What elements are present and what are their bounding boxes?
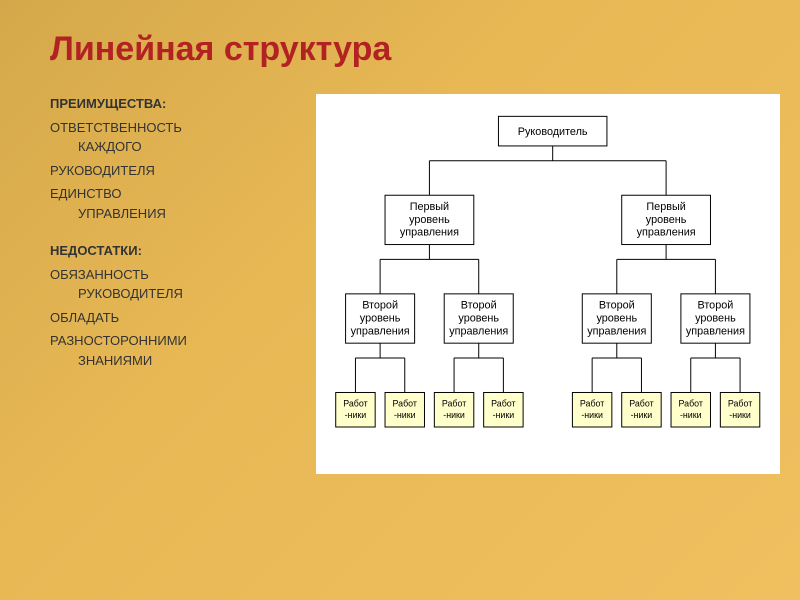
- svg-text:управления: управления: [351, 325, 410, 337]
- svg-text:Второй: Второй: [363, 300, 399, 312]
- org-chart: РуководительПервыйуровеньуправленияПервы…: [316, 94, 780, 474]
- dis-line: Обязанностьруководителя: [50, 265, 301, 304]
- svg-text:Второй: Второй: [599, 300, 635, 312]
- text-column: Преимущества: Ответственностькаждого рук…: [50, 94, 316, 474]
- adv-line: руководителя: [50, 161, 301, 181]
- svg-text:Работ: Работ: [442, 398, 466, 408]
- dis-line: разностороннимизнаниями: [50, 331, 301, 370]
- svg-text:управления: управления: [637, 227, 696, 239]
- svg-text:уровень: уровень: [646, 214, 687, 226]
- dis-line: обладать: [50, 308, 301, 328]
- svg-text:Второй: Второй: [461, 300, 497, 312]
- svg-text:Работ: Работ: [344, 398, 368, 408]
- svg-text:уровень: уровень: [459, 312, 500, 324]
- svg-text:-ники: -ники: [394, 410, 416, 420]
- svg-text:управления: управления: [686, 325, 745, 337]
- content-row: Преимущества: Ответственностькаждого рук…: [0, 69, 800, 474]
- svg-text:Работ: Работ: [580, 398, 604, 408]
- adv-line: Единствоуправления: [50, 184, 301, 223]
- svg-text:Работ: Работ: [728, 398, 752, 408]
- adv-line: Ответственностькаждого: [50, 118, 301, 157]
- advantages-heading: Преимущества:: [50, 94, 301, 114]
- svg-text:уровень: уровень: [597, 312, 638, 324]
- svg-text:-ники: -ники: [730, 410, 752, 420]
- svg-text:уровень: уровень: [696, 312, 737, 324]
- svg-text:-ники: -ники: [631, 410, 653, 420]
- svg-text:Второй: Второй: [698, 300, 734, 312]
- svg-text:-ники: -ники: [444, 410, 466, 420]
- slide-title: Линейная структура: [0, 0, 800, 69]
- svg-text:Работ: Работ: [492, 398, 516, 408]
- svg-text:Руководитель: Руководитель: [518, 126, 588, 138]
- svg-text:Первый: Первый: [410, 201, 449, 213]
- svg-text:Работ: Работ: [679, 398, 703, 408]
- svg-text:-ники: -ники: [345, 410, 367, 420]
- svg-text:Работ: Работ: [630, 398, 654, 408]
- svg-text:управления: управления: [450, 325, 509, 337]
- disadvantages-heading: Недостатки:: [50, 241, 301, 261]
- svg-text:-ники: -ники: [680, 410, 702, 420]
- svg-text:-ники: -ники: [493, 410, 515, 420]
- svg-text:уровень: уровень: [410, 214, 451, 226]
- svg-text:уровень: уровень: [360, 312, 401, 324]
- svg-text:-ники: -ники: [582, 410, 604, 420]
- svg-text:управления: управления: [588, 325, 647, 337]
- svg-text:Работ: Работ: [393, 398, 417, 408]
- svg-text:управления: управления: [400, 227, 459, 239]
- svg-text:Первый: Первый: [647, 201, 686, 213]
